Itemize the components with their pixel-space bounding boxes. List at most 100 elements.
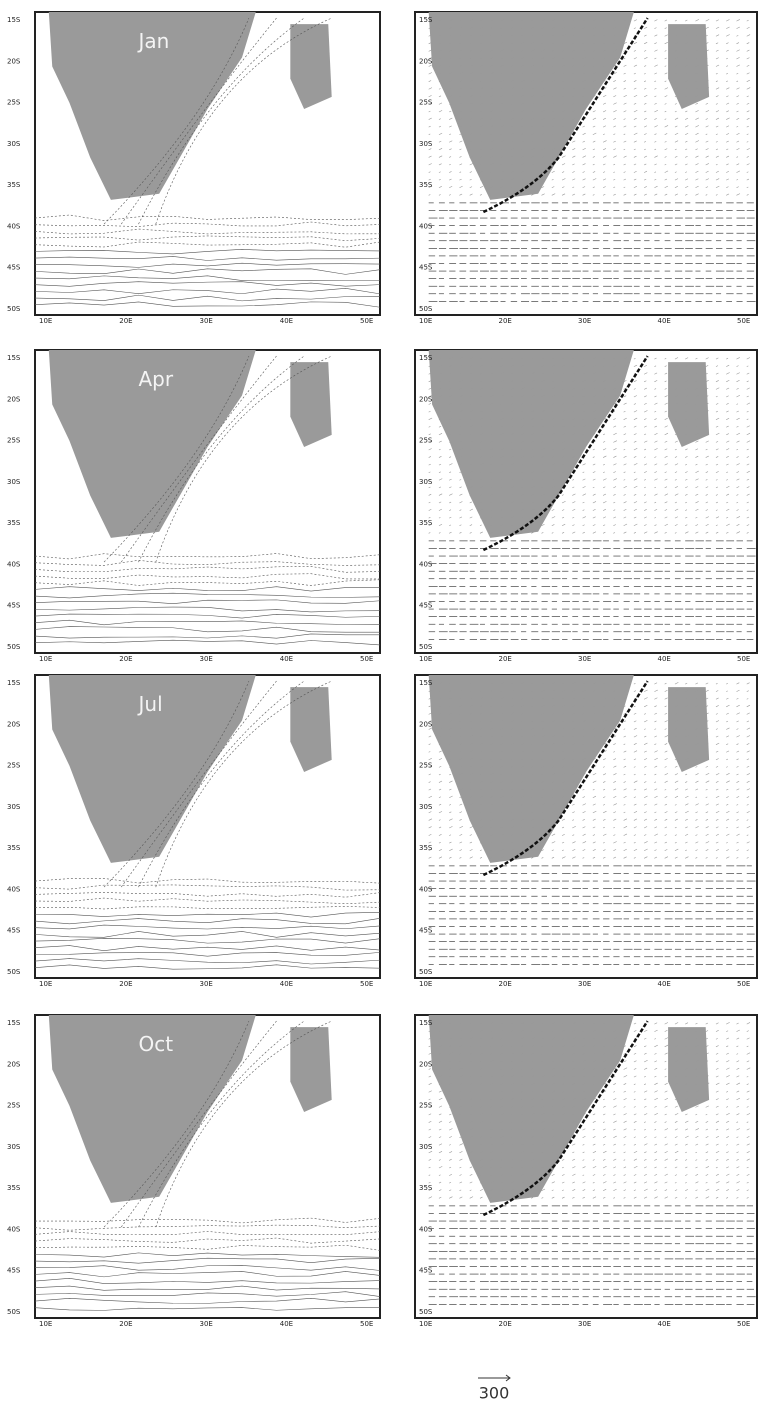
map-panel: 15S 20S 25S 30S 35S 40S 45S 50S 10E 20E 30E 40E 50E [415,350,757,663]
x-tick-label: 50E [737,980,750,988]
y-tick-label: 20S [7,395,21,403]
map-panel: 15S20S25S30S35S40S45S50S10E20E30E40E50E [415,675,757,988]
x-tick-label: 50E [360,655,373,663]
y-tick-label: 50S [7,643,21,651]
x-tick-label: 20E [119,317,132,325]
x-tick-label: 40E [280,655,293,663]
x-tick-label: 40E [280,317,293,325]
y-tick-label: 40S [7,560,21,568]
scale-label: 300 [479,1384,510,1403]
y-tick-label: 40S [419,222,433,230]
y-tick-label: 45S [7,1267,21,1275]
x-tick-label: 10E [39,317,52,325]
y-tick-label: 20S [419,720,433,728]
y-tick-label: 40S [7,1225,21,1233]
y-tick-label: 40S [7,885,21,893]
x-tick-label: 30E [578,655,591,663]
y-tick-label: 15S [7,354,21,362]
x-tick-label: 50E [360,317,373,325]
x-tick-label: 30E [200,1320,213,1328]
x-tick-label: 50E [737,655,750,663]
x-tick-label: 20E [119,655,132,663]
x-tick-label: 20E [119,1320,132,1328]
x-tick-label: 10E [419,980,432,988]
y-tick-label: 45S [419,927,433,935]
y-tick-label: 35S [419,181,433,189]
map-panel: Jan 15S 20S 25S 30S 35S 40S 45S 50S 10E 20E 30E 40E 5… [7,12,380,325]
x-tick-label: 20E [499,980,512,988]
x-tick-label: 30E [578,317,591,325]
x-tick-label: 50E [360,1320,373,1328]
x-tick-label: 40E [658,317,671,325]
x-tick-label: 50E [360,980,373,988]
map-panel: Jul15S20S25S30S35S40S45S50S10E20E30E40E5… [7,675,380,988]
x-tick-label: 10E [419,655,432,663]
y-tick-label: 35S [7,519,21,527]
y-tick-label: 35S [7,1184,21,1192]
map-panel: Apr 15S 20S 25S 30S 35S 40S 45S 50S 10E 20E 30E 40E 5… [7,350,380,663]
y-tick-label: 15S [419,354,433,362]
y-tick-label: 30S [7,1143,21,1151]
x-tick-label: 40E [658,655,671,663]
y-tick-label: 20S [7,57,21,65]
y-tick-label: 35S [419,519,433,527]
y-tick-label: 40S [419,885,433,893]
y-tick-label: 50S [419,643,433,651]
x-tick-label: 30E [200,317,213,325]
y-tick-label: 20S [419,57,433,65]
y-tick-label: 25S [419,99,433,107]
x-tick-label: 40E [658,980,671,988]
y-tick-label: 50S [7,968,21,976]
y-tick-label: 30S [7,478,21,486]
y-tick-label: 40S [419,560,433,568]
y-tick-label: 35S [7,844,21,852]
y-tick-label: 25S [7,99,21,107]
figure: 300 Jan 15S 20S 25S 30S 35S 40S 45S 50S 10E 20E 30E… [0,0,759,1406]
y-tick-label: 30S [419,478,433,486]
y-tick-label: 45S [7,602,21,610]
month-label: Apr [139,367,174,391]
y-tick-label: 45S [7,264,21,272]
y-tick-label: 20S [419,395,433,403]
map-panel: Oct15S20S25S30S35S40S45S50S10E20E30E40E5… [7,1015,380,1328]
y-tick-label: 20S [7,720,21,728]
y-tick-label: 25S [419,437,433,445]
y-tick-label: 35S [7,181,21,189]
y-tick-label: 15S [419,16,433,24]
x-tick-label: 10E [39,980,52,988]
x-tick-label: 40E [280,980,293,988]
y-tick-label: 40S [7,222,21,230]
y-tick-label: 25S [419,762,433,770]
x-tick-label: 50E [737,317,750,325]
y-tick-label: 30S [419,803,433,811]
x-tick-label: 10E [39,655,52,663]
x-tick-label: 10E [39,1320,52,1328]
y-tick-label: 50S [7,305,21,313]
y-tick-label: 15S [7,1019,21,1027]
x-tick-label: 30E [200,980,213,988]
y-tick-label: 50S [7,1308,21,1316]
y-tick-label: 30S [7,140,21,148]
y-tick-label: 45S [419,602,433,610]
y-tick-label: 45S [419,264,433,272]
month-label: Jan [137,29,170,53]
y-tick-label: 45S [7,927,21,935]
x-tick-label: 30E [578,980,591,988]
month-label: Jul [137,692,163,716]
y-tick-label: 35S [419,844,433,852]
y-tick-label: 15S [7,679,21,687]
y-tick-label: 25S [7,762,21,770]
x-tick-label: 30E [200,655,213,663]
x-tick-label: 20E [119,980,132,988]
map-panel: 15S20S25S30S35S40S45S50S10E20E30E40E50E [415,12,757,325]
x-tick-label: 20E [499,317,512,325]
y-tick-label: 50S [419,968,433,976]
y-tick-label: 25S [7,1102,21,1110]
x-tick-label: 20E [499,655,512,663]
y-tick-label: 25S [7,437,21,445]
y-tick-label: 15S [7,16,21,24]
y-tick-label: 20S [7,1060,21,1068]
map-panel: 15S20S25S30S35S40S45S50S10E20E30E40E50E [415,1015,757,1328]
y-tick-label: 50S [419,305,433,313]
y-tick-label: 30S [419,140,433,148]
